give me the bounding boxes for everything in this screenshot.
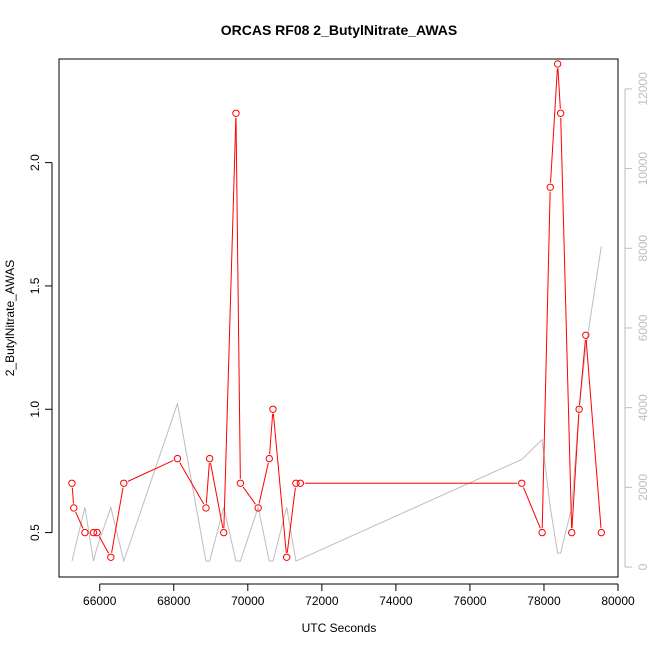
primary-data-point (220, 528, 228, 537)
primary-data-point (553, 60, 562, 68)
primary-data-point (68, 479, 76, 487)
x-tick-label: 66000 (83, 594, 117, 608)
x-tick-label: 78000 (527, 594, 561, 608)
primary-data-point (556, 109, 565, 117)
primary-series-segment (111, 487, 124, 553)
primary-series-segment (223, 117, 237, 529)
primary-series-segment (585, 339, 602, 529)
y-tick-label: 1.0 (28, 401, 42, 418)
primary-series-segment (286, 487, 296, 553)
primary-series-segment (560, 117, 573, 529)
primary-data-point (202, 504, 210, 512)
y2-tick-label: 0 (636, 563, 650, 570)
x-tick-label: 80000 (601, 594, 635, 608)
primary-series-segment (71, 487, 74, 504)
primary-data-point (269, 405, 277, 413)
primary-data-point (70, 504, 78, 512)
primary-data-point (292, 479, 300, 487)
primary-series-layer (68, 60, 606, 561)
primary-series-segment (557, 68, 561, 109)
primary-data-point (205, 454, 214, 463)
y-axis-right: 0 2000 4000 6000 8000 10000 12000 (624, 72, 650, 570)
primary-data-point (120, 479, 128, 487)
primary-data-point (232, 109, 240, 117)
primary-series-segment (179, 462, 205, 505)
primary-data-point (538, 528, 546, 537)
primary-series-segment (269, 413, 274, 455)
primary-series-segment (523, 487, 541, 529)
primary-data-point (93, 528, 101, 537)
y2-tick-label: 8000 (636, 235, 650, 262)
y2-tick-label: 6000 (636, 314, 650, 341)
primary-data-point (582, 331, 590, 339)
primary-data-point (296, 479, 305, 487)
y2-tick-label: 10000 (636, 152, 650, 186)
y-tick-label: 2.0 (28, 154, 42, 171)
y-axis-label: 2_ButylNitrate_AWAS (3, 260, 17, 377)
primary-data-point (254, 504, 262, 512)
primary-series-segment (75, 511, 84, 529)
primary-data-point (597, 528, 606, 537)
primary-data-point (173, 454, 182, 463)
chart-title: ORCAS RF08 2_ButylNitrate_AWAS (221, 22, 458, 38)
primary-data-point (265, 454, 273, 463)
primary-series-segment (579, 339, 586, 405)
secondary-series-line (71, 246, 602, 563)
primary-series-segment (210, 462, 224, 529)
y2-tick-label: 4000 (636, 394, 650, 421)
primary-series-segment (242, 486, 256, 505)
primary-series-segment (550, 68, 558, 183)
primary-data-point (546, 183, 554, 191)
secondary-series-layer (71, 246, 602, 563)
primary-data-point (236, 479, 245, 487)
primary-data-point (575, 405, 583, 413)
primary-series-segment (127, 460, 174, 482)
plot-area-frame (58, 58, 619, 578)
primary-data-point (89, 528, 98, 537)
x-tick-label: 68000 (157, 594, 191, 608)
y2-tick-label: 12000 (636, 72, 650, 106)
primary-series-segment (571, 413, 580, 529)
x-tick-label: 72000 (305, 594, 339, 608)
primary-series-segment (272, 413, 287, 553)
primary-data-point (518, 479, 526, 487)
y-tick-label: 1.5 (28, 277, 42, 294)
primary-series-segment (205, 463, 210, 504)
y-axis-left: 0.5 1.0 1.5 2.0 (28, 154, 53, 541)
x-tick-label: 74000 (379, 594, 413, 608)
x-axis: 66000 68000 70000 72000 74000 76000 78000 80000 (83, 583, 635, 608)
x-tick-label: 70000 (231, 594, 265, 608)
primary-series-segment (541, 191, 551, 529)
primary-data-point (282, 553, 291, 561)
x-axis-label: UTC Seconds (302, 621, 377, 635)
y-tick-label: 0.5 (28, 524, 42, 541)
primary-series-segment (258, 462, 269, 504)
primary-data-point (568, 528, 576, 537)
primary-series-segment (235, 117, 241, 479)
primary-data-point (81, 528, 89, 537)
y2-tick-label: 2000 (636, 474, 650, 501)
primary-series-segment (98, 536, 110, 554)
primary-data-point (107, 553, 115, 561)
x-tick-label: 76000 (453, 594, 487, 608)
